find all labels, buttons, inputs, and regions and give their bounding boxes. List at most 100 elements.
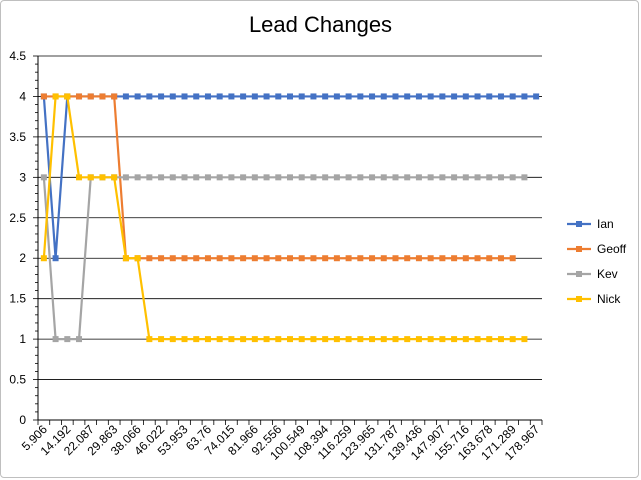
data-point-nick	[521, 336, 528, 343]
data-point-kev	[474, 174, 481, 181]
data-point-geoff	[87, 93, 94, 100]
data-point-kev	[486, 174, 493, 181]
data-point-geoff	[99, 93, 106, 100]
data-point-ian	[181, 93, 188, 100]
data-point-geoff	[486, 255, 493, 262]
data-point-ian	[169, 93, 176, 100]
data-point-nick	[298, 336, 305, 343]
data-point-ian	[251, 93, 258, 100]
data-point-kev	[240, 174, 247, 181]
data-point-geoff	[357, 255, 364, 262]
data-point-geoff	[204, 255, 211, 262]
data-point-geoff	[333, 255, 340, 262]
data-point-nick	[486, 336, 493, 343]
data-point-nick	[427, 336, 434, 343]
legend-label-geoff: Geoff	[597, 242, 627, 256]
data-point-ian	[509, 93, 516, 100]
data-point-geoff	[322, 255, 329, 262]
chart-title: Lead Changes	[248, 12, 393, 37]
data-point-ian	[462, 93, 469, 100]
data-point-ian	[357, 93, 364, 100]
data-point-kev	[451, 174, 458, 181]
data-point-nick	[122, 255, 129, 262]
data-point-ian	[497, 93, 504, 100]
data-point-kev	[275, 174, 282, 181]
data-point-geoff	[181, 255, 188, 262]
data-point-nick	[158, 336, 165, 343]
y-tick-label: 1.5	[9, 292, 26, 306]
data-point-kev	[122, 174, 129, 181]
data-point-kev	[158, 174, 165, 181]
data-point-ian	[369, 93, 376, 100]
data-point-nick	[275, 336, 282, 343]
data-point-nick	[322, 336, 329, 343]
data-point-ian	[474, 93, 481, 100]
y-tick-label: 2	[19, 251, 26, 265]
data-point-nick	[369, 336, 376, 343]
data-point-ian	[415, 93, 422, 100]
data-point-nick	[310, 336, 317, 343]
data-point-geoff	[146, 255, 153, 262]
data-point-geoff	[439, 255, 446, 262]
data-point-kev	[521, 174, 528, 181]
data-point-ian	[287, 93, 293, 100]
data-point-ian	[275, 93, 282, 100]
data-point-ian	[146, 93, 153, 100]
data-point-geoff	[380, 255, 387, 262]
data-point-kev	[193, 174, 200, 181]
data-point-nick	[193, 336, 200, 343]
y-tick-label: 0	[19, 413, 26, 427]
data-point-nick	[251, 336, 258, 343]
data-point-ian	[333, 93, 340, 100]
data-point-nick	[216, 336, 223, 343]
data-point-kev	[404, 174, 411, 181]
data-point-kev	[345, 174, 352, 181]
data-point-nick	[52, 93, 59, 100]
data-point-nick	[474, 336, 481, 343]
data-point-nick	[204, 336, 211, 343]
data-point-nick	[99, 174, 106, 181]
data-point-ian	[439, 93, 446, 100]
data-point-ian	[404, 93, 411, 100]
data-point-kev	[40, 174, 47, 181]
data-point-ian	[310, 93, 317, 100]
legend-label-ian: Ian	[597, 217, 614, 231]
data-point-nick	[240, 336, 247, 343]
data-point-geoff	[263, 255, 270, 262]
data-point-nick	[263, 336, 270, 343]
y-tick-label: 1	[19, 332, 26, 346]
data-point-kev	[52, 336, 59, 343]
data-point-kev	[134, 174, 141, 181]
data-point-nick	[392, 336, 399, 343]
data-point-nick	[345, 336, 352, 343]
data-point-kev	[204, 174, 211, 181]
series-lines	[40, 93, 540, 343]
data-point-nick	[287, 336, 293, 343]
data-point-ian	[216, 93, 223, 100]
data-point-kev	[263, 174, 270, 181]
data-point-ian	[521, 93, 528, 100]
data-point-kev	[216, 174, 223, 181]
data-point-nick	[451, 336, 458, 343]
data-point-kev	[181, 174, 188, 181]
axes	[33, 55, 543, 425]
data-point-geoff	[216, 255, 223, 262]
data-point-kev	[322, 174, 329, 181]
data-point-nick	[462, 336, 469, 343]
data-point-kev	[392, 174, 399, 181]
data-point-ian	[486, 93, 493, 100]
data-point-geoff	[169, 255, 176, 262]
data-point-kev	[310, 174, 317, 181]
data-point-kev	[76, 336, 83, 343]
y-tick-label: 3	[19, 170, 26, 184]
data-point-kev	[298, 174, 305, 181]
data-point-kev	[369, 174, 376, 181]
legend-label-kev: Kev	[597, 267, 618, 281]
data-point-ian	[122, 93, 129, 100]
data-point-geoff	[462, 255, 469, 262]
data-point-nick	[134, 255, 141, 262]
data-point-kev	[427, 174, 434, 181]
y-tick-label: 4	[19, 89, 26, 103]
